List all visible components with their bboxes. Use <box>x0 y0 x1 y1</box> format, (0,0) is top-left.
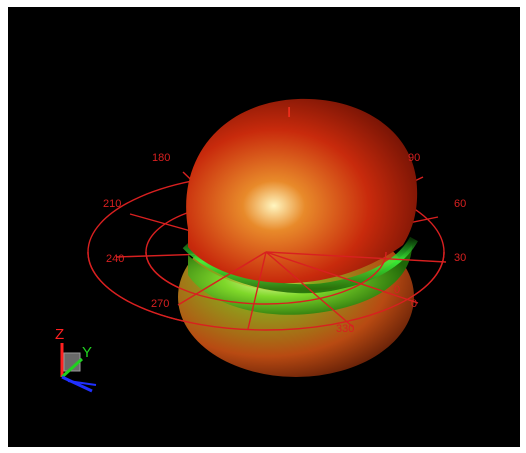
y-axis-label: Y <box>82 344 92 361</box>
y-axis-line <box>60 357 84 379</box>
angle-label-0-inner: 0 <box>394 284 400 296</box>
top-marker-label: I <box>287 104 291 121</box>
angle-label-90: 90 <box>408 152 420 164</box>
radiation-pattern-plot[interactable]: 180 210 240 270 90 60 30 0 0 300 330 I Z… <box>8 7 520 447</box>
angle-label-330: 330 <box>336 323 354 335</box>
angle-label-30: 30 <box>454 252 466 264</box>
upper-lobe <box>186 98 418 284</box>
x-axis-line <box>61 375 93 393</box>
angle-label-180: 180 <box>152 152 170 164</box>
polar-grid-front <box>87 251 447 331</box>
3d-viewport[interactable]: 180 210 240 270 90 60 30 0 0 300 330 I Z… <box>8 7 520 447</box>
axis-triad[interactable]: Z Y <box>55 326 97 393</box>
z-axis-label: Z <box>55 326 64 343</box>
angle-label-60: 60 <box>454 198 466 210</box>
angle-label-270: 270 <box>151 298 169 310</box>
angle-label-210: 210 <box>103 198 121 210</box>
angle-label-0: 0 <box>411 298 417 310</box>
angle-label-240: 240 <box>106 253 124 265</box>
green-ring-band <box>188 245 412 315</box>
